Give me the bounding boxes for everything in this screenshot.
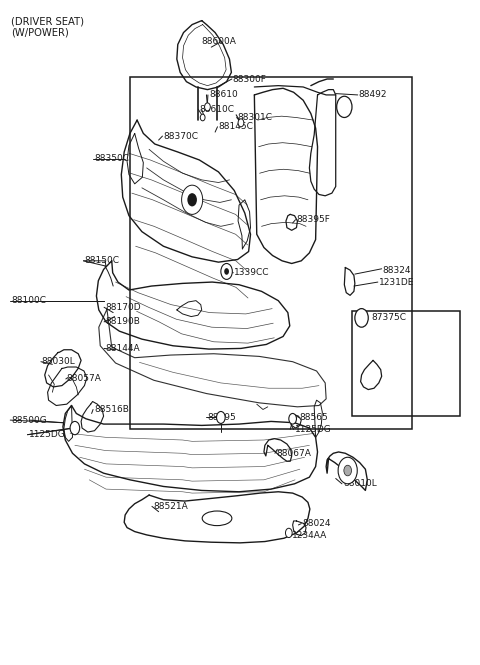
Text: 88492: 88492 [359, 90, 387, 100]
Text: 88610: 88610 [209, 90, 238, 100]
Text: 88300F: 88300F [233, 74, 267, 84]
Text: 1231DE: 1231DE [379, 277, 414, 287]
Text: 88144A: 88144A [105, 344, 140, 353]
Circle shape [289, 414, 297, 424]
Text: 88190B: 88190B [105, 317, 140, 327]
Text: 88170D: 88170D [105, 303, 141, 312]
Circle shape [70, 422, 80, 435]
Text: 88067A: 88067A [276, 449, 311, 458]
Text: 88350C: 88350C [94, 154, 129, 163]
Text: 88370C: 88370C [163, 132, 198, 140]
Text: 88301C: 88301C [238, 113, 273, 122]
Text: 88500G: 88500G [11, 416, 47, 424]
Bar [352, 311, 460, 416]
Bar [130, 77, 412, 429]
Text: 88150C: 88150C [84, 256, 120, 265]
Circle shape [187, 193, 197, 206]
Circle shape [200, 114, 205, 121]
Text: 88024: 88024 [302, 519, 331, 528]
Circle shape [216, 412, 225, 424]
Text: (W/POWER): (W/POWER) [11, 27, 69, 37]
Text: 88565: 88565 [300, 413, 329, 422]
Text: 1125DG: 1125DG [28, 430, 65, 439]
Text: 88521A: 88521A [153, 502, 188, 511]
Text: 1234AA: 1234AA [292, 531, 327, 540]
Circle shape [336, 96, 352, 118]
Ellipse shape [202, 511, 232, 525]
Circle shape [224, 268, 229, 275]
Text: 88600A: 88600A [202, 37, 237, 47]
Text: 88057A: 88057A [67, 374, 102, 384]
Circle shape [344, 465, 351, 476]
Text: 88610C: 88610C [199, 105, 234, 114]
Text: (DRIVER SEAT): (DRIVER SEAT) [11, 17, 84, 27]
Text: 88030L: 88030L [42, 357, 76, 366]
Text: 88516B: 88516B [94, 405, 129, 414]
Circle shape [204, 103, 210, 111]
Text: a: a [359, 313, 364, 323]
Text: 88145C: 88145C [218, 122, 253, 131]
Circle shape [355, 309, 368, 327]
Circle shape [286, 528, 292, 537]
Text: a: a [342, 102, 347, 111]
Text: 1339CC: 1339CC [234, 268, 270, 277]
Text: 88100C: 88100C [11, 296, 46, 305]
Circle shape [221, 263, 232, 279]
Text: 1125DG: 1125DG [295, 425, 331, 434]
Text: 88010L: 88010L [343, 479, 377, 488]
Text: 87375C: 87375C [371, 313, 406, 323]
Circle shape [238, 119, 244, 127]
Text: 88195: 88195 [207, 413, 236, 422]
Circle shape [181, 185, 203, 214]
Circle shape [338, 458, 357, 484]
Text: 88324: 88324 [383, 265, 411, 275]
Text: 88395F: 88395F [297, 215, 330, 224]
